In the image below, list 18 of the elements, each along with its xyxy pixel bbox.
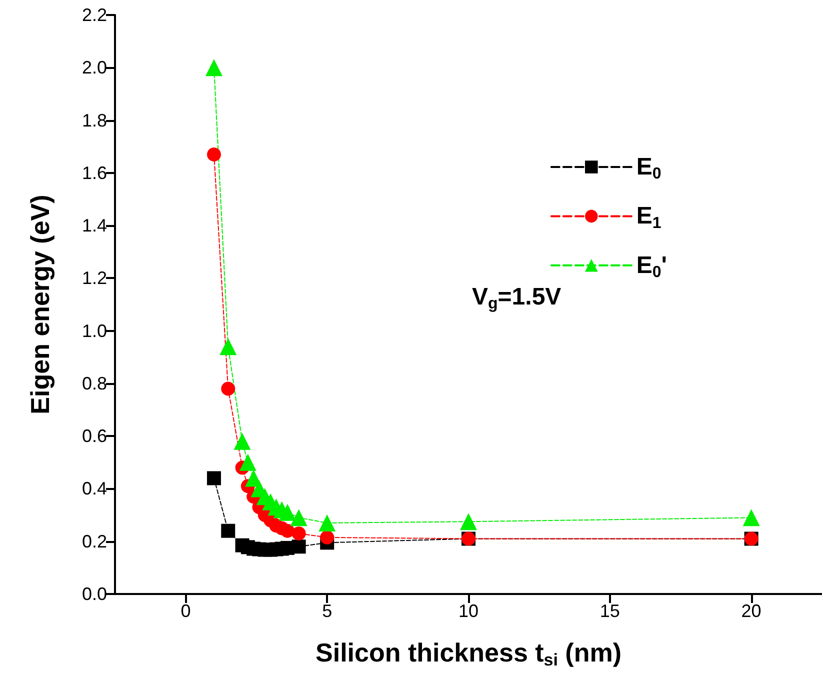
y-tick-label: 0.0: [82, 584, 107, 604]
y-tick-label: 1.6: [82, 162, 107, 183]
y-tick-label: 0.4: [82, 478, 107, 499]
x-tick-label: 0: [180, 601, 191, 621]
y-tick-label: 1.4: [82, 216, 107, 236]
y-tick-label: 0.2: [82, 531, 107, 552]
y-axis-title: Eigen energy (eV): [25, 194, 55, 414]
x-tick-label: 20: [741, 601, 762, 621]
y-tick-label: 0.8: [82, 373, 107, 394]
y-tick-label: 1.8: [82, 110, 107, 130]
x-tick-label: 15: [600, 601, 620, 621]
y-tick-label: 2.0: [82, 58, 107, 78]
y-tick-label: 0.6: [82, 426, 107, 446]
x-tick-label: 10: [458, 601, 479, 621]
x-tick-label: 5: [322, 601, 332, 621]
y-tick-label: 1.0: [82, 320, 107, 341]
y-tick-label: 1.2: [82, 268, 107, 288]
y-tick-label: 2.2: [82, 5, 107, 25]
